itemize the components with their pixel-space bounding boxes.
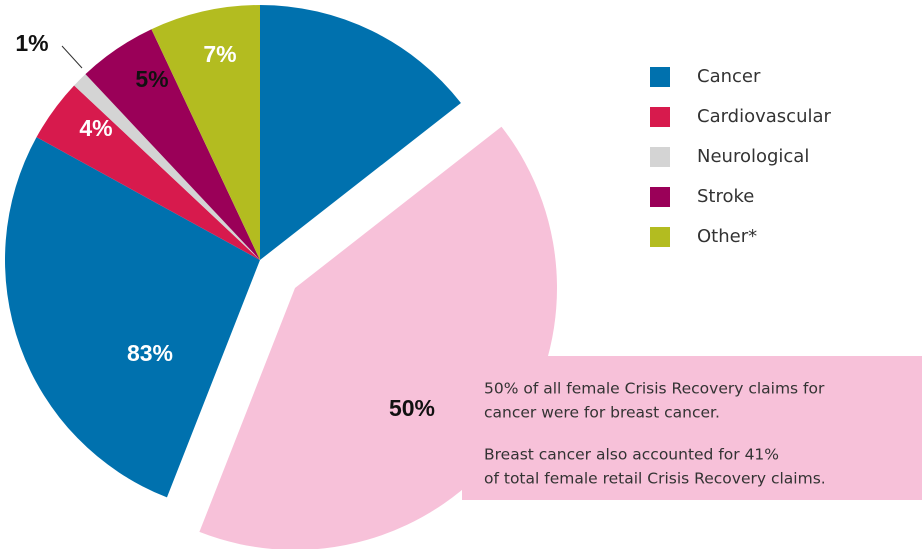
slice-label: 7% bbox=[203, 41, 236, 67]
slice-label: 5% bbox=[135, 66, 168, 92]
slice-label: 4% bbox=[79, 115, 112, 141]
legend-swatch bbox=[650, 227, 670, 247]
slice-label: 83% bbox=[127, 340, 173, 366]
callout-text: 50% of all female Crisis Recovery claims… bbox=[484, 380, 825, 398]
leader-line bbox=[61, 45, 83, 69]
pie-slice bbox=[74, 74, 260, 260]
callout-text: Breast cancer also accounted for 41% bbox=[484, 446, 779, 464]
pie-slice bbox=[4, 5, 461, 498]
legend-label: Cancer bbox=[697, 66, 761, 87]
legend-swatch bbox=[650, 187, 670, 207]
sub-slice-label: 50% bbox=[389, 395, 435, 421]
legend-swatch bbox=[650, 107, 670, 127]
legend-swatch bbox=[650, 67, 670, 87]
callout-text: of total female retail Crisis Recovery c… bbox=[484, 470, 826, 488]
legend-swatch bbox=[650, 147, 670, 167]
pie-slice bbox=[36, 85, 261, 260]
slice-label: 1% bbox=[15, 30, 48, 56]
callout-text: cancer were for breast cancer. bbox=[484, 404, 720, 422]
legend-label: Stroke bbox=[697, 186, 754, 207]
callout-box bbox=[462, 356, 922, 500]
legend-label: Other* bbox=[697, 226, 757, 247]
legend-label: Cardiovascular bbox=[697, 106, 832, 127]
pie-slice bbox=[151, 4, 260, 260]
legend-label: Neurological bbox=[697, 146, 809, 167]
pie-slice bbox=[85, 29, 260, 260]
